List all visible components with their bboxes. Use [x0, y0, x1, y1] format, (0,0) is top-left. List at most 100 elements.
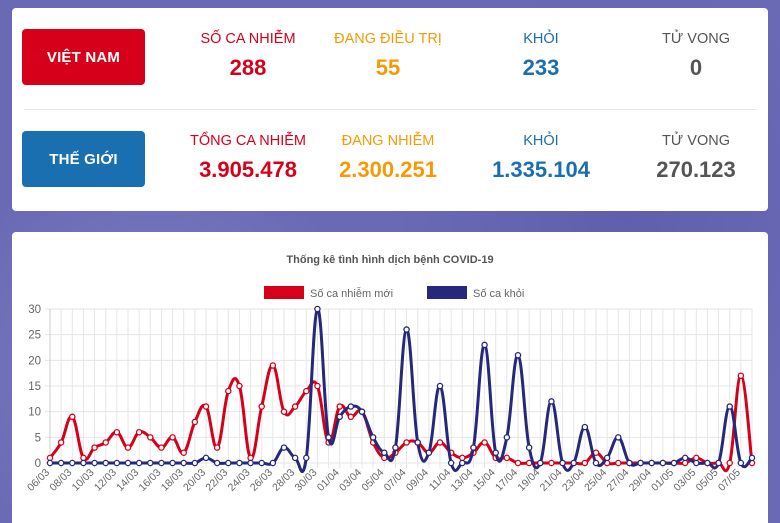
legend-label-2: Số ca khỏi: [473, 288, 524, 300]
series-1-point: [681, 459, 689, 467]
series-2-point: [525, 444, 533, 451]
y-tick-label: 5: [35, 432, 41, 444]
series-2-point: [80, 459, 87, 467]
x-tick-label: 23/04: [560, 467, 587, 494]
series-2-group: [46, 305, 756, 473]
vietnam-button[interactable]: VIỆT NAM: [22, 29, 145, 85]
x-tick-label: 05/04: [359, 467, 386, 494]
series-1-point: [269, 362, 277, 369]
vietnam-row: VIỆT NAM SỐ CA NHIỄM 288 ĐANG ĐIỀU TRỊ 5…: [12, 22, 768, 102]
vn-deaths-value: 0: [689, 55, 703, 80]
series-2-point: [147, 459, 154, 467]
series-1-point: [303, 387, 310, 395]
series-1-point: [80, 454, 87, 462]
y-tick-label: 15: [28, 381, 41, 393]
series-1-point: [169, 434, 176, 441]
series-1-point: [403, 439, 410, 446]
world-recovered-stat: KHỎI 1.335.104: [466, 124, 616, 183]
x-tick-label: 01/04: [315, 467, 342, 494]
vn-treating-stat: ĐANG ĐIỀU TRỊ 55: [313, 22, 463, 81]
series-1-point: [202, 403, 210, 410]
x-tick-label: 05/05: [694, 467, 721, 494]
series-1-point: [693, 454, 700, 462]
y-tick-label: 0: [35, 458, 41, 470]
series-2-point: [503, 434, 511, 441]
series-1-point: [481, 439, 488, 446]
series-1-point: [336, 403, 343, 410]
vn-recovered-label: KHỎI: [523, 31, 559, 47]
series-2-point: [548, 398, 555, 405]
series-2-point: [347, 403, 355, 410]
x-tick-label: 03/04: [337, 467, 364, 494]
series-2-point: [403, 326, 410, 333]
x-tick-label: 09/04: [404, 467, 431, 494]
series-1-point: [191, 418, 199, 426]
series-2-point: [225, 459, 232, 467]
series-2-point: [648, 459, 655, 467]
series-2-point: [280, 444, 288, 451]
x-tick-label: 17/04: [493, 467, 520, 494]
world-button[interactable]: THẾ GIỚI: [22, 131, 145, 187]
series-2-point: [369, 434, 377, 441]
series-1-point: [347, 413, 355, 421]
vn-recovered-stat: KHỎI 233: [466, 22, 616, 81]
series-2-point: [470, 444, 477, 451]
series-1-point: [102, 439, 109, 446]
series-1-point: [213, 444, 221, 451]
series-2-point: [325, 434, 332, 441]
x-tick-label: 06/03: [25, 467, 52, 494]
x-tick-label: 22/03: [203, 467, 230, 494]
chart-title: Thống kê tình hình dịch bệnh COVID-19: [286, 254, 493, 266]
series-2-point: [392, 444, 399, 451]
series-2-point: [358, 408, 366, 415]
series-2-point: [314, 305, 321, 313]
series-2-point: [247, 459, 254, 467]
vn-deaths-label: TỬ VONG: [662, 31, 730, 47]
x-tick-label: 11/04: [427, 467, 454, 494]
series-2-point: [681, 454, 689, 462]
series-2-point: [91, 459, 98, 467]
series-2-point: [336, 413, 343, 421]
series-1-point: [737, 372, 745, 379]
series-2-point: [202, 454, 210, 462]
world-total-stat: TỔNG CA NHIỄM 3.905.478: [173, 124, 323, 183]
y-tick-label: 20: [28, 355, 41, 367]
x-tick-label: 26/03: [248, 467, 275, 494]
world-active-label: ĐANG NHIỄM: [341, 133, 435, 149]
x-tick-label: 07/05: [716, 467, 743, 494]
series-1-point: [91, 444, 98, 451]
series-1-point: [147, 434, 154, 441]
series-1-point: [46, 454, 54, 462]
x-tick-label: 03/05: [671, 467, 698, 494]
series-2-point: [158, 459, 165, 467]
series-2-point: [481, 341, 488, 349]
world-deaths-label: TỬ VONG: [662, 133, 730, 149]
series-1-point: [225, 387, 232, 395]
series-2-point: [236, 459, 243, 467]
vn-treating-label: ĐANG ĐIỀU TRỊ: [334, 31, 442, 47]
series-2-point: [57, 459, 65, 467]
vn-treating-value: 55: [375, 55, 401, 80]
series-2-point: [113, 459, 121, 467]
x-tick-label: 29/04: [627, 467, 654, 494]
vn-infected-label: SỐ CA NHIỄM: [200, 31, 296, 47]
x-tick-label: 28/03: [270, 467, 297, 494]
series-2-point: [258, 459, 265, 467]
series-1-point: [436, 439, 444, 446]
series-2-point: [447, 459, 455, 467]
series-2-point: [191, 459, 199, 467]
series-2-point: [514, 351, 522, 359]
series-1-point: [236, 382, 243, 390]
series-2-point: [135, 459, 143, 467]
x-tick-label: 16/03: [136, 467, 163, 494]
world-deaths-value: 270.123: [656, 157, 736, 182]
x-tick-label: 13/04: [448, 467, 475, 494]
series-2-point: [537, 459, 544, 467]
x-tick-label: 10/03: [70, 467, 97, 494]
series-1-point: [291, 403, 299, 410]
series-2-point: [291, 454, 299, 462]
series-2-point: [581, 423, 589, 431]
series-2-point: [726, 403, 733, 410]
series-2-point: [603, 454, 611, 462]
covid-line-chart: Thống kê tình hình dịch bệnh COVID-19 Số …: [25, 254, 756, 494]
